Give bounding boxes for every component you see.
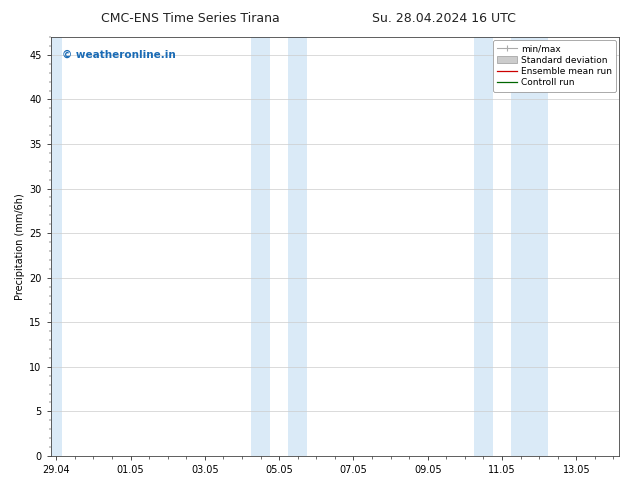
Bar bbox=[51, 37, 62, 456]
Bar bbox=[288, 37, 307, 456]
Text: © weatheronline.in: © weatheronline.in bbox=[62, 49, 176, 60]
Bar bbox=[511, 37, 548, 456]
Text: CMC-ENS Time Series Tirana: CMC-ENS Time Series Tirana bbox=[101, 12, 280, 25]
Y-axis label: Precipitation (mm/6h): Precipitation (mm/6h) bbox=[15, 193, 25, 300]
Bar bbox=[474, 37, 493, 456]
Bar bbox=[251, 37, 270, 456]
Legend: min/max, Standard deviation, Ensemble mean run, Controll run: min/max, Standard deviation, Ensemble me… bbox=[493, 40, 616, 92]
Text: Su. 28.04.2024 16 UTC: Su. 28.04.2024 16 UTC bbox=[372, 12, 515, 25]
